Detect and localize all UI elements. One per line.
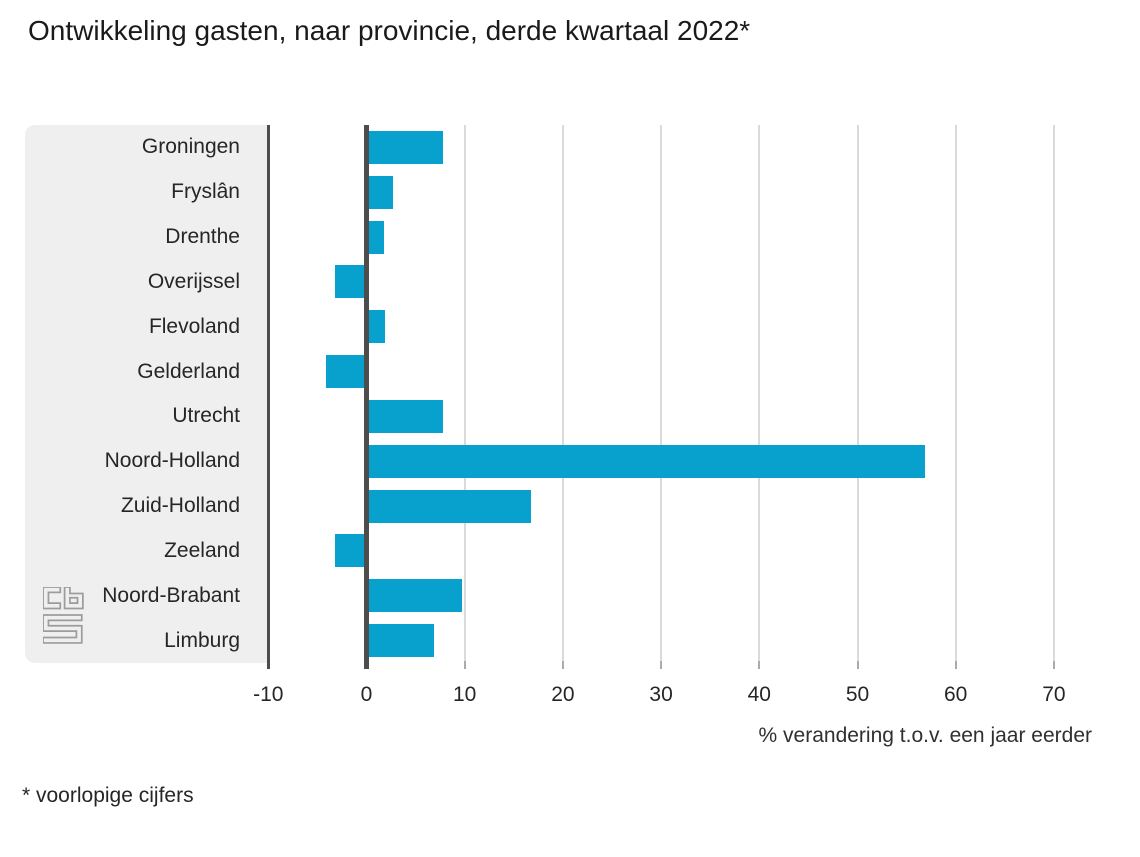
tick-label: 20 (551, 683, 575, 706)
bar-frysln (366, 175, 393, 209)
category-label: Zeeland (164, 538, 240, 562)
category-label: Overijssel (147, 269, 240, 293)
axis-tick (856, 661, 859, 669)
zero-axis-line (363, 125, 370, 669)
tick-label: 40 (747, 683, 771, 706)
x-axis-label: % verandering t.o.v. een jaar eerder (758, 724, 1092, 747)
axis-tick (660, 661, 663, 669)
cbs-logo-icon (43, 587, 84, 644)
gridline (463, 125, 466, 661)
tick-label: -10 (253, 683, 284, 706)
category-label: Zuid-Holland (120, 494, 240, 518)
bar-gelderland (326, 355, 367, 389)
category-label: Drenthe (165, 225, 240, 249)
bar-zeeland (335, 534, 367, 568)
axis-tick (463, 661, 466, 669)
axis-tick (1052, 661, 1055, 669)
tick-label: 60 (944, 683, 968, 706)
tick-label: 50 (845, 683, 870, 706)
gridline (954, 125, 957, 661)
footnote: * voorlopige cijfers (22, 784, 194, 807)
category-label: Gelderland (137, 359, 240, 383)
category-label: Utrecht (172, 404, 240, 428)
gridline (856, 125, 859, 661)
bar-limburg (366, 624, 435, 658)
axis-tick (954, 661, 957, 669)
gridline (758, 125, 761, 661)
tick-label: 0 (360, 683, 373, 706)
bar-groningen (366, 130, 444, 164)
category-label: Groningen (141, 135, 240, 159)
gridline (561, 125, 564, 661)
bar-noord-holland (366, 444, 926, 478)
chart-title: Ontwikkeling gasten, naar provincie, der… (28, 15, 751, 46)
category-label: Noord-Brabant (102, 583, 240, 607)
category-label-panel (25, 125, 267, 663)
bar-drenthe (366, 220, 385, 254)
tick-label: 10 (453, 683, 477, 706)
gridline (660, 125, 663, 661)
category-label: Fryslân (171, 180, 240, 204)
bar-flevoland (366, 310, 386, 344)
bar-overijssel (335, 265, 367, 299)
gridline (1052, 125, 1055, 661)
category-label: Noord-Holland (104, 449, 240, 473)
category-label: Limburg (164, 628, 240, 652)
category-label: Flevoland (148, 314, 240, 338)
axis-tick (758, 661, 761, 669)
bar-zuid-holland (366, 489, 532, 523)
axis-tick (561, 661, 564, 669)
bar-noord-brabant (366, 579, 462, 613)
category-axis-line (267, 125, 270, 669)
tick-label: 30 (649, 683, 673, 706)
bar-utrecht (366, 399, 444, 433)
tick-label: 70 (1042, 683, 1066, 706)
